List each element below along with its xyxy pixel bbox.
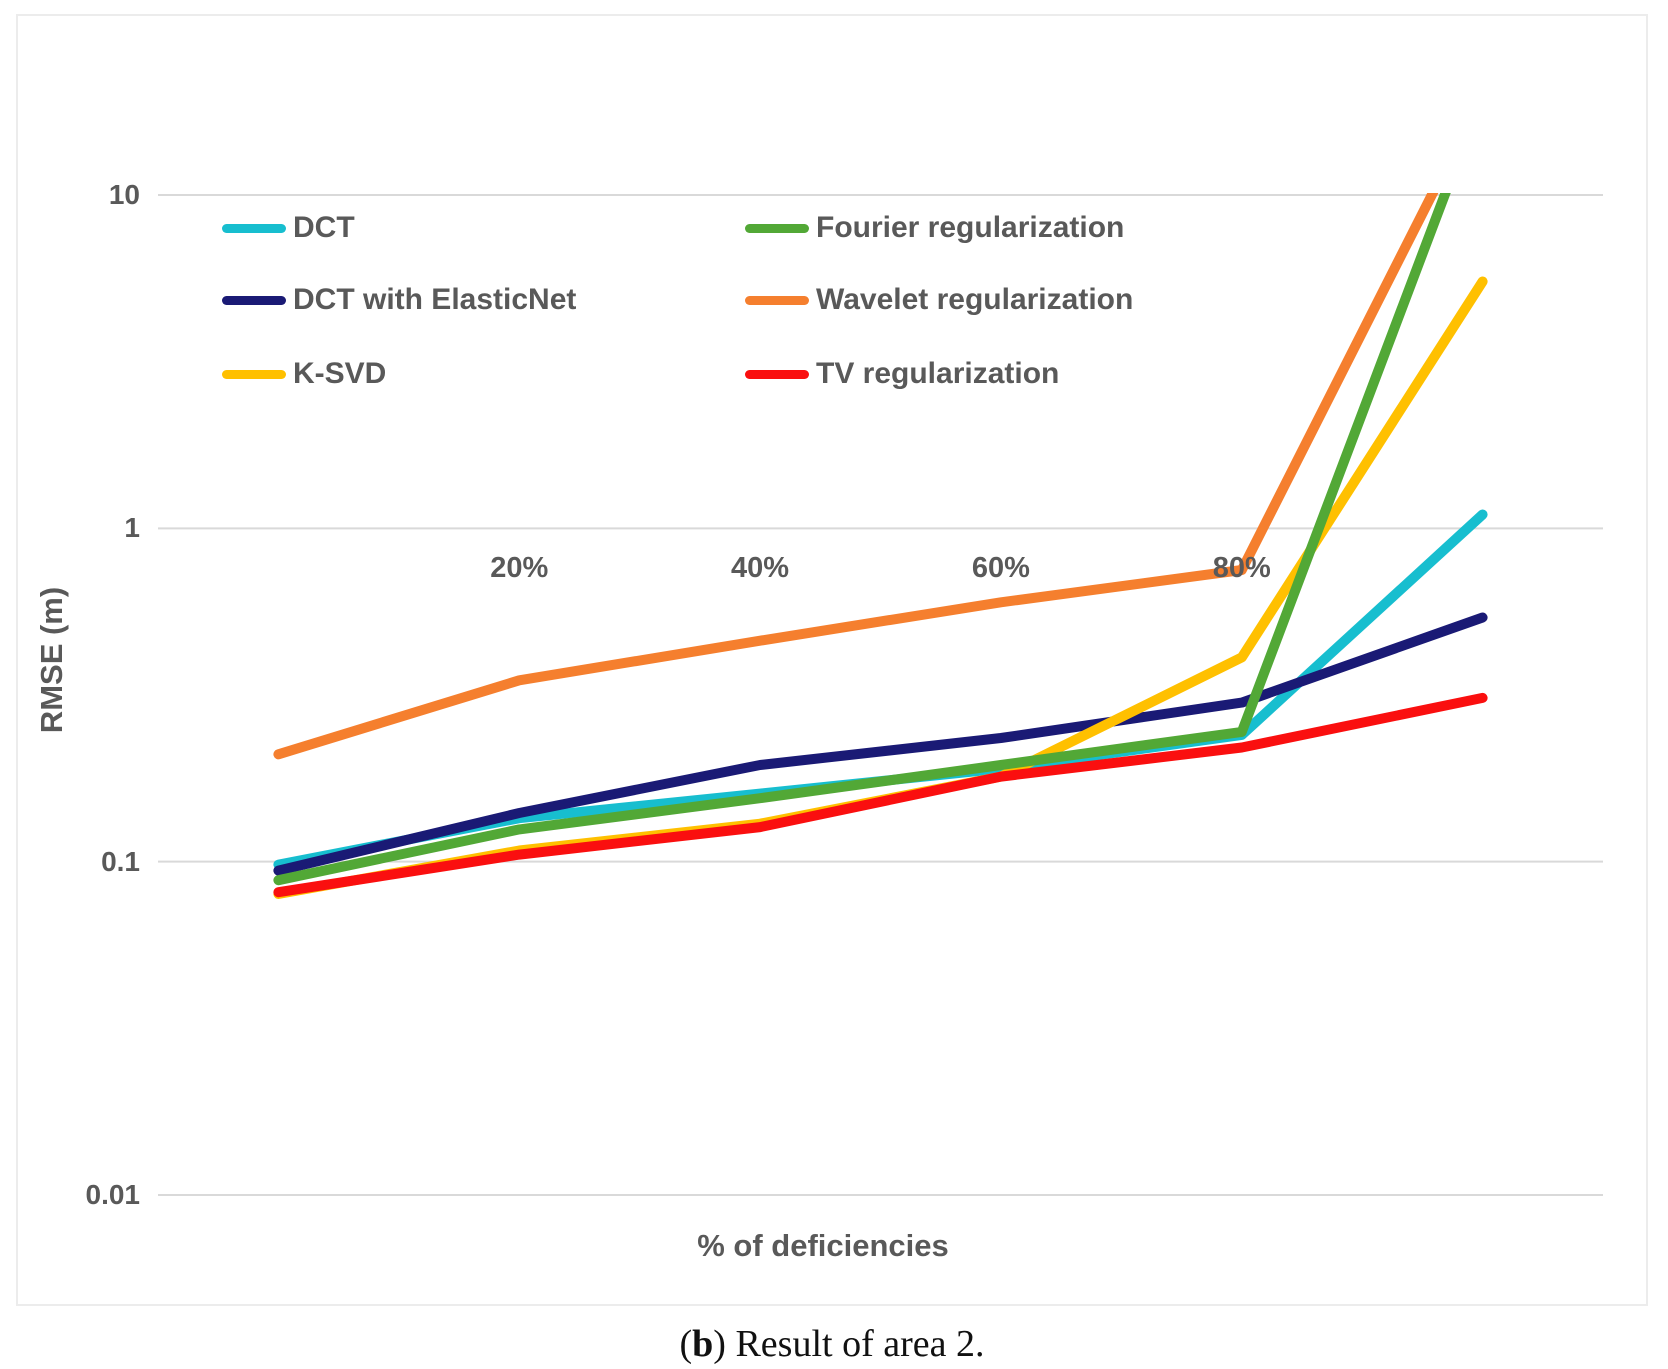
y-tick-label: 0.1 [101,845,140,877]
legend-item: Fourier regularization [745,208,1124,248]
legend-swatch-icon [222,295,286,305]
caption-panel-letter: b [692,1323,714,1365]
legend-item: Wavelet regularization [745,280,1133,320]
x-tick-label: 60% [971,552,1030,585]
legend-label: DCT with ElasticNet [293,283,577,316]
legend-label: TV regularization [816,357,1060,390]
legend-swatch-icon [222,223,286,233]
legend-label: Wavelet regularization [816,283,1134,316]
legend-item: DCT with ElasticNet [222,280,576,320]
series-line-dct-with-elasticnet [273,612,1488,876]
legend-item: DCT [222,208,355,248]
y-tick-label: 0.01 [85,1178,141,1210]
series-line-wavelet-regularization [273,193,1439,760]
gridlines-group [158,194,1603,1196]
x-axis-title: % of deficiencies [697,1228,949,1263]
figure-caption: (b) Result of area 2. [680,1322,985,1366]
legend-item: TV regularization [745,354,1059,394]
series-lines-group [273,193,1488,899]
legend-label: K-SVD [293,357,387,390]
series-line-tv-regularization [273,692,1488,898]
x-tick-label: 20% [490,552,549,585]
legend-swatch-icon [745,295,809,305]
legend-swatch-icon [745,223,809,233]
series-line-fourier-regularization [273,193,1451,886]
caption-open-paren: ( [679,1323,693,1365]
legend-swatch-icon [222,369,286,379]
legend-item: K-SVD [222,354,386,394]
legend-label: Fourier regularization [816,211,1125,244]
legend-swatch-icon [745,369,809,379]
legend-label: DCT [293,211,355,244]
x-tick-label: 40% [731,552,790,585]
y-tick-label: 1 [124,512,140,544]
y-tick-label: 10 [108,179,140,210]
caption-text: ) Result of area 2. [713,1323,985,1365]
x-tick-label: 80% [1212,552,1271,585]
y-axis-title: RMSE (m) [34,586,69,734]
